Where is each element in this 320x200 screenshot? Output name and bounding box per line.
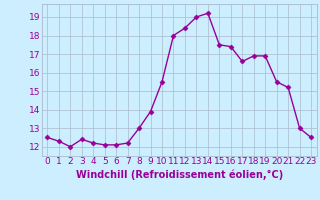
X-axis label: Windchill (Refroidissement éolien,°C): Windchill (Refroidissement éolien,°C) — [76, 169, 283, 180]
